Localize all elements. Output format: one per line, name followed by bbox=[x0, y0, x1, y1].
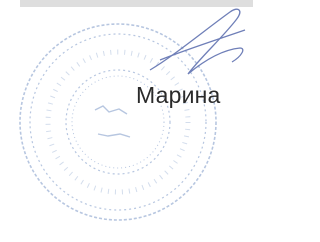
signature bbox=[150, 9, 245, 74]
signer-name: Марина bbox=[136, 82, 221, 109]
stamp bbox=[20, 24, 216, 220]
document-fragment: Марина bbox=[0, 0, 253, 242]
stamp-and-signature bbox=[0, 0, 253, 242]
cropped-text-line bbox=[20, 0, 253, 7]
